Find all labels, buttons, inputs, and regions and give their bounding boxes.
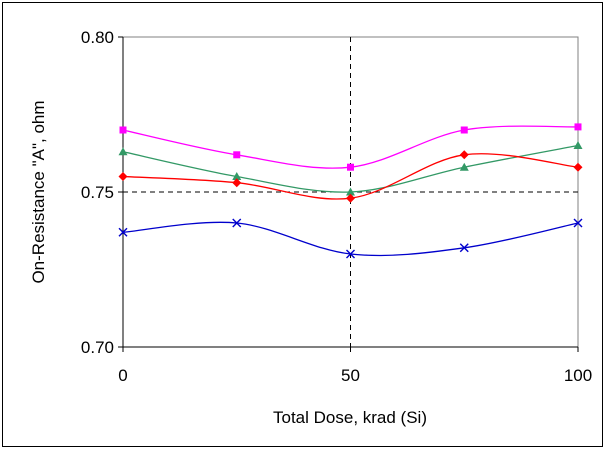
data-point-square (460, 126, 468, 134)
data-point-square (574, 123, 582, 131)
data-point-x (118, 227, 128, 237)
y-tick-label: 0.75 (81, 183, 114, 202)
data-point-diamond (573, 162, 583, 172)
data-point-x-stroke (118, 227, 128, 237)
x-axis-title: Total Dose, krad (Si) (273, 408, 427, 427)
data-point-x-stroke (459, 243, 469, 253)
data-point-triangle (459, 162, 469, 171)
data-point-x (459, 243, 469, 253)
x-tick-label: 100 (564, 366, 592, 385)
x-tick-label: 50 (341, 366, 360, 385)
data-point-diamond (232, 178, 242, 188)
data-point-diamond (459, 150, 469, 160)
data-point-square (233, 151, 241, 159)
y-tick-label: 0.70 (81, 338, 114, 357)
data-point-triangle (118, 147, 128, 156)
data-point-triangle (232, 172, 242, 180)
data-point-square (347, 163, 354, 171)
data-point-x-stroke (573, 218, 583, 228)
data-point-x (346, 249, 355, 259)
data-point-triangle (346, 187, 355, 196)
y-tick-label: 0.80 (81, 28, 114, 47)
data-point-x (232, 218, 242, 228)
data-point-diamond (118, 172, 128, 181)
data-point-x (573, 218, 583, 228)
data-point-diamond (346, 193, 355, 203)
data-point-triangle (573, 141, 583, 149)
data-point-square (119, 126, 127, 134)
y-axis-title: On-Resistance "A", ohm (29, 100, 48, 283)
x-tick-label: 0 (118, 366, 127, 385)
data-point-x-stroke (232, 218, 242, 228)
data-point-x-stroke (346, 249, 355, 259)
